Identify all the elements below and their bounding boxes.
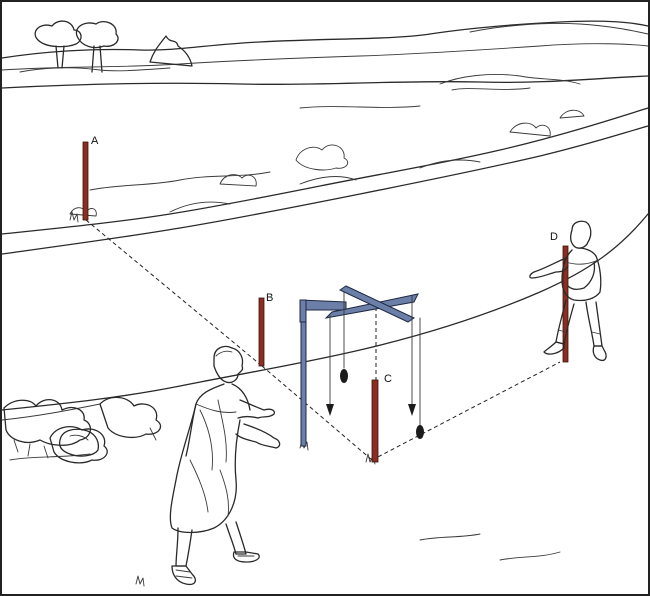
distant-hills bbox=[1, 20, 649, 71]
rocks bbox=[58, 428, 100, 457]
middle-field bbox=[1, 74, 649, 109]
sight-line-b-c bbox=[261, 365, 373, 461]
foreground-shrubs bbox=[3, 396, 162, 464]
ground-tufts bbox=[69, 211, 561, 587]
plumb-bob bbox=[408, 404, 416, 416]
pole-d-label: D bbox=[550, 231, 558, 243]
assistant-with-pole-d: D bbox=[529, 220, 607, 363]
pole-c-label: C bbox=[384, 373, 392, 385]
plumb-bob bbox=[416, 425, 424, 439]
distant-trees bbox=[19, 20, 193, 73]
groma-instrument bbox=[299, 285, 424, 447]
sight-line-a-b bbox=[85, 219, 263, 367]
pole-b: B bbox=[258, 292, 273, 367]
river bbox=[1, 107, 649, 255]
sight-lines bbox=[85, 219, 561, 461]
pole-a-label: A bbox=[91, 135, 99, 147]
surveyor-in-toga bbox=[169, 345, 281, 586]
sight-line-c-d bbox=[371, 361, 561, 461]
plumb-bob bbox=[326, 404, 334, 416]
pole-a: A bbox=[82, 135, 99, 221]
plumb-bob bbox=[340, 369, 348, 383]
pole-c: C bbox=[371, 373, 392, 463]
near-field bbox=[1, 213, 649, 421]
pole-b-label: B bbox=[266, 292, 273, 304]
bank-bushes bbox=[69, 109, 585, 217]
